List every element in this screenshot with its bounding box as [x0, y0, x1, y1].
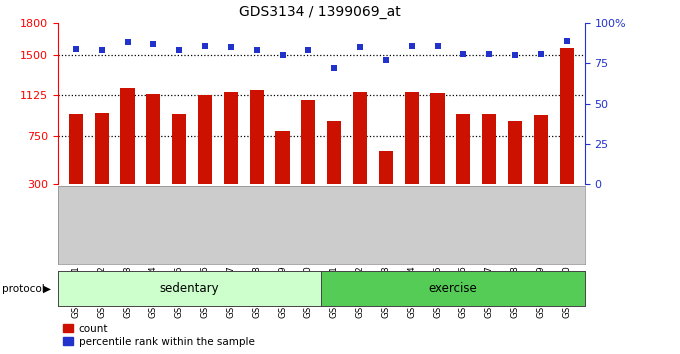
Point [328, 65, 339, 71]
Bar [172, 114, 186, 184]
Legend: count, percentile rank within the sample: count, percentile rank within the sample [63, 324, 254, 347]
Point [71, 46, 82, 52]
Bar [146, 94, 160, 184]
Point [97, 47, 107, 53]
Text: GDS3134 / 1399069_at: GDS3134 / 1399069_at [239, 5, 401, 19]
Point [509, 52, 520, 58]
Bar [353, 92, 367, 184]
Point [174, 47, 185, 53]
Point [380, 57, 391, 63]
Point [561, 38, 572, 44]
Bar [456, 114, 471, 184]
Text: sedentary: sedentary [160, 282, 220, 295]
Point [406, 43, 417, 48]
Bar [327, 121, 341, 184]
Bar [95, 113, 109, 184]
Text: protocol: protocol [2, 284, 45, 293]
Bar [301, 100, 316, 184]
Bar [69, 114, 83, 184]
Point [277, 52, 288, 58]
Point [148, 41, 159, 47]
Point [200, 43, 211, 48]
Point [122, 40, 133, 45]
Point [226, 44, 237, 50]
Point [483, 51, 494, 56]
Text: exercise: exercise [428, 282, 477, 295]
Bar [534, 115, 548, 184]
Bar [224, 92, 238, 184]
Point [303, 47, 314, 53]
Bar [482, 114, 496, 184]
Bar [508, 121, 522, 184]
Bar [198, 96, 212, 184]
Bar [405, 92, 419, 184]
Point [432, 43, 443, 48]
Point [354, 44, 365, 50]
Bar [120, 88, 135, 184]
Point [535, 51, 546, 56]
Bar [430, 93, 445, 184]
Point [252, 47, 262, 53]
Bar [560, 48, 574, 184]
Bar [250, 90, 264, 184]
Text: ▶: ▶ [43, 284, 51, 293]
Bar [275, 131, 290, 184]
Point [458, 51, 469, 56]
Bar [379, 151, 393, 184]
